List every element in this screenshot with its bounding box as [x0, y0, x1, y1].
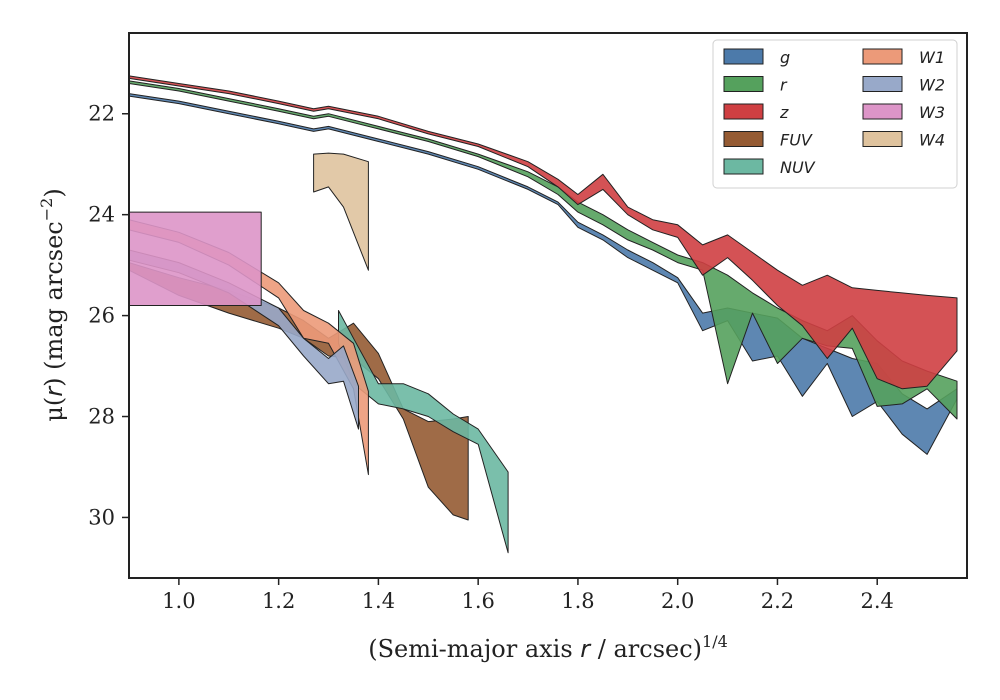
legend-swatch [723, 131, 764, 147]
y-axis-label: μ(r) (mag arcsec−2) [37, 188, 68, 421]
legend-swatch [723, 103, 764, 120]
x-tick-label: 1.4 [362, 589, 395, 613]
band-r [129, 80, 958, 420]
legend-item-w4: W4 [862, 131, 945, 150]
legend-label: z [779, 103, 789, 122]
legend-item-w1: W1 [862, 48, 945, 67]
axes-frame [128, 32, 968, 579]
legend-swatch [862, 103, 903, 120]
x-tick-label: 1.2 [262, 589, 295, 613]
legend-label: W4 [919, 131, 945, 150]
y-tick-label: 28 [88, 405, 115, 429]
legend-item-fuv: FUV [723, 131, 813, 150]
legend-label: W2 [919, 76, 945, 95]
legend-item-g: g [723, 48, 790, 67]
legend-swatch [862, 76, 903, 92]
x-tick-label: 1.6 [461, 589, 494, 613]
legend-label: NUV [780, 158, 816, 177]
legend-item-z: z [723, 103, 789, 122]
legend-swatch [862, 48, 903, 65]
x-tick-label: 2.4 [861, 589, 894, 613]
legend-item-w2: W2 [862, 76, 945, 95]
legend-label: W3 [919, 103, 945, 122]
y-tick-label: 22 [88, 102, 115, 126]
band-w4 [313, 152, 369, 271]
band-w3 [129, 211, 262, 306]
x-tick-label: 1.0 [162, 589, 195, 613]
y-tick-label: 30 [88, 505, 115, 529]
band-nuv [338, 310, 509, 554]
legend-item-nuv: NUV [723, 158, 816, 177]
band-z [129, 75, 958, 390]
x-tick-label: 2.0 [661, 589, 694, 613]
x-axis-label: (Semi-major axis r / arcsec)1/4 [368, 632, 728, 663]
legend-swatch [862, 131, 903, 147]
legend-swatch [723, 158, 764, 175]
legend-label: FUV [780, 131, 813, 150]
x-tick-label: 1.8 [561, 589, 594, 613]
x-axis-ticks: 1.0 1.2 1.4 1.6 1.8 2.0 2.2 2.4 [162, 578, 894, 613]
x-tick-label: 2.2 [761, 589, 794, 613]
legend-item-r: r [723, 76, 788, 95]
legend-item-w3: W3 [862, 103, 945, 122]
legend-label: r [780, 76, 788, 95]
legend-label: g [780, 48, 790, 67]
y-axis-ticks: 22 24 26 28 30 [88, 102, 129, 529]
legend-label: W1 [919, 48, 945, 67]
legend: grz FUV NUV W1 W2 W3 W4 [712, 39, 958, 189]
y-tick-label: 24 [88, 203, 115, 227]
legend-swatch [723, 48, 764, 65]
y-tick-label: 26 [88, 304, 115, 328]
band-layer [129, 75, 958, 554]
legend-swatch [723, 76, 764, 92]
